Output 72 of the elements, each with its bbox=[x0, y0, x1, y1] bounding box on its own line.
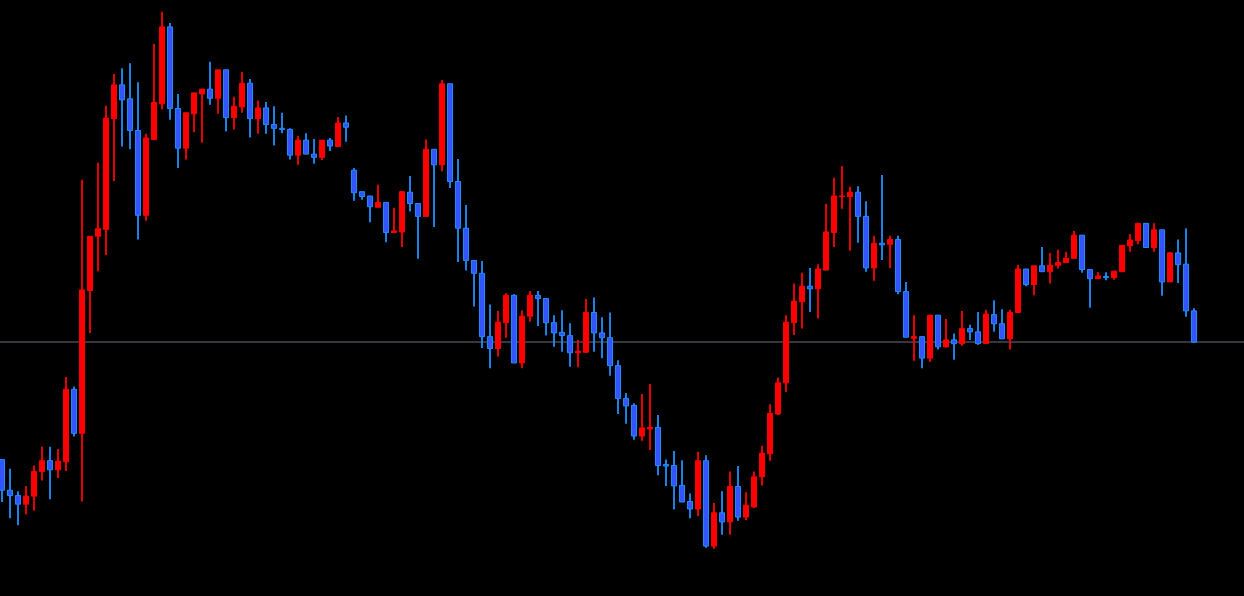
candlestick bbox=[846, 185, 854, 252]
candlestick bbox=[30, 464, 38, 512]
candlestick bbox=[782, 314, 790, 393]
candlestick bbox=[974, 311, 982, 345]
candlestick bbox=[6, 467, 14, 520]
candlestick bbox=[870, 234, 878, 282]
candlestick bbox=[598, 316, 606, 360]
candlestick bbox=[830, 176, 838, 248]
candlestick bbox=[174, 93, 182, 169]
candlestick bbox=[854, 185, 862, 244]
candlestick bbox=[310, 138, 318, 165]
candlestick bbox=[606, 311, 614, 377]
candlestick bbox=[262, 101, 270, 135]
candlestick bbox=[654, 414, 662, 477]
candlestick bbox=[558, 309, 566, 353]
candlestick bbox=[134, 81, 142, 241]
candlestick bbox=[158, 10, 166, 111]
candlestick bbox=[670, 450, 678, 511]
candlestick bbox=[758, 444, 766, 487]
candlestick bbox=[14, 490, 22, 527]
candlestick bbox=[494, 309, 502, 358]
candlestick bbox=[958, 309, 966, 347]
candlestick bbox=[550, 314, 558, 348]
candlestick bbox=[118, 67, 126, 148]
candlestick bbox=[798, 271, 806, 330]
candlestick bbox=[590, 296, 598, 353]
candlestick bbox=[62, 376, 70, 472]
candlestick bbox=[110, 73, 118, 182]
candlestick bbox=[462, 204, 470, 272]
candlestick bbox=[910, 314, 918, 362]
candlestick bbox=[1046, 251, 1054, 285]
candlestick bbox=[990, 299, 998, 333]
candlestick bbox=[790, 282, 798, 336]
candlestick bbox=[1182, 227, 1190, 318]
candlestick bbox=[454, 158, 462, 263]
candlestick bbox=[350, 167, 358, 202]
candlestick bbox=[78, 178, 86, 503]
candlestick bbox=[254, 99, 262, 135]
candlestick bbox=[478, 260, 486, 349]
candlestick bbox=[766, 403, 774, 462]
candlestick bbox=[246, 78, 254, 139]
candlestick bbox=[46, 445, 54, 501]
candlestick bbox=[950, 332, 958, 361]
candlestick bbox=[726, 470, 734, 536]
candlestick bbox=[94, 161, 102, 273]
candlestick bbox=[54, 447, 62, 479]
candlestick bbox=[126, 62, 134, 151]
candlestick bbox=[646, 383, 654, 451]
candlestick bbox=[238, 71, 246, 114]
candlestick bbox=[486, 303, 494, 370]
candlestick bbox=[230, 95, 238, 131]
candlestick bbox=[838, 165, 846, 210]
candlestick bbox=[566, 322, 574, 368]
candlestick bbox=[102, 104, 110, 256]
candlestick bbox=[502, 292, 510, 339]
candlestick bbox=[206, 60, 214, 106]
candlestick bbox=[694, 451, 702, 517]
candlestick bbox=[406, 175, 414, 213]
candlestick bbox=[526, 290, 534, 323]
candlestick bbox=[270, 105, 278, 147]
candlestick bbox=[1150, 222, 1158, 253]
candlestick bbox=[534, 290, 542, 327]
candlestick bbox=[38, 445, 46, 482]
candlestick bbox=[342, 114, 350, 143]
candlestick bbox=[1126, 233, 1134, 253]
candlestick bbox=[718, 490, 726, 536]
candlestick bbox=[614, 359, 622, 415]
candlestick bbox=[686, 492, 694, 520]
candlestick bbox=[1174, 238, 1182, 284]
candlestick bbox=[22, 485, 30, 516]
candlestick bbox=[622, 392, 630, 425]
candlestick bbox=[806, 267, 814, 313]
